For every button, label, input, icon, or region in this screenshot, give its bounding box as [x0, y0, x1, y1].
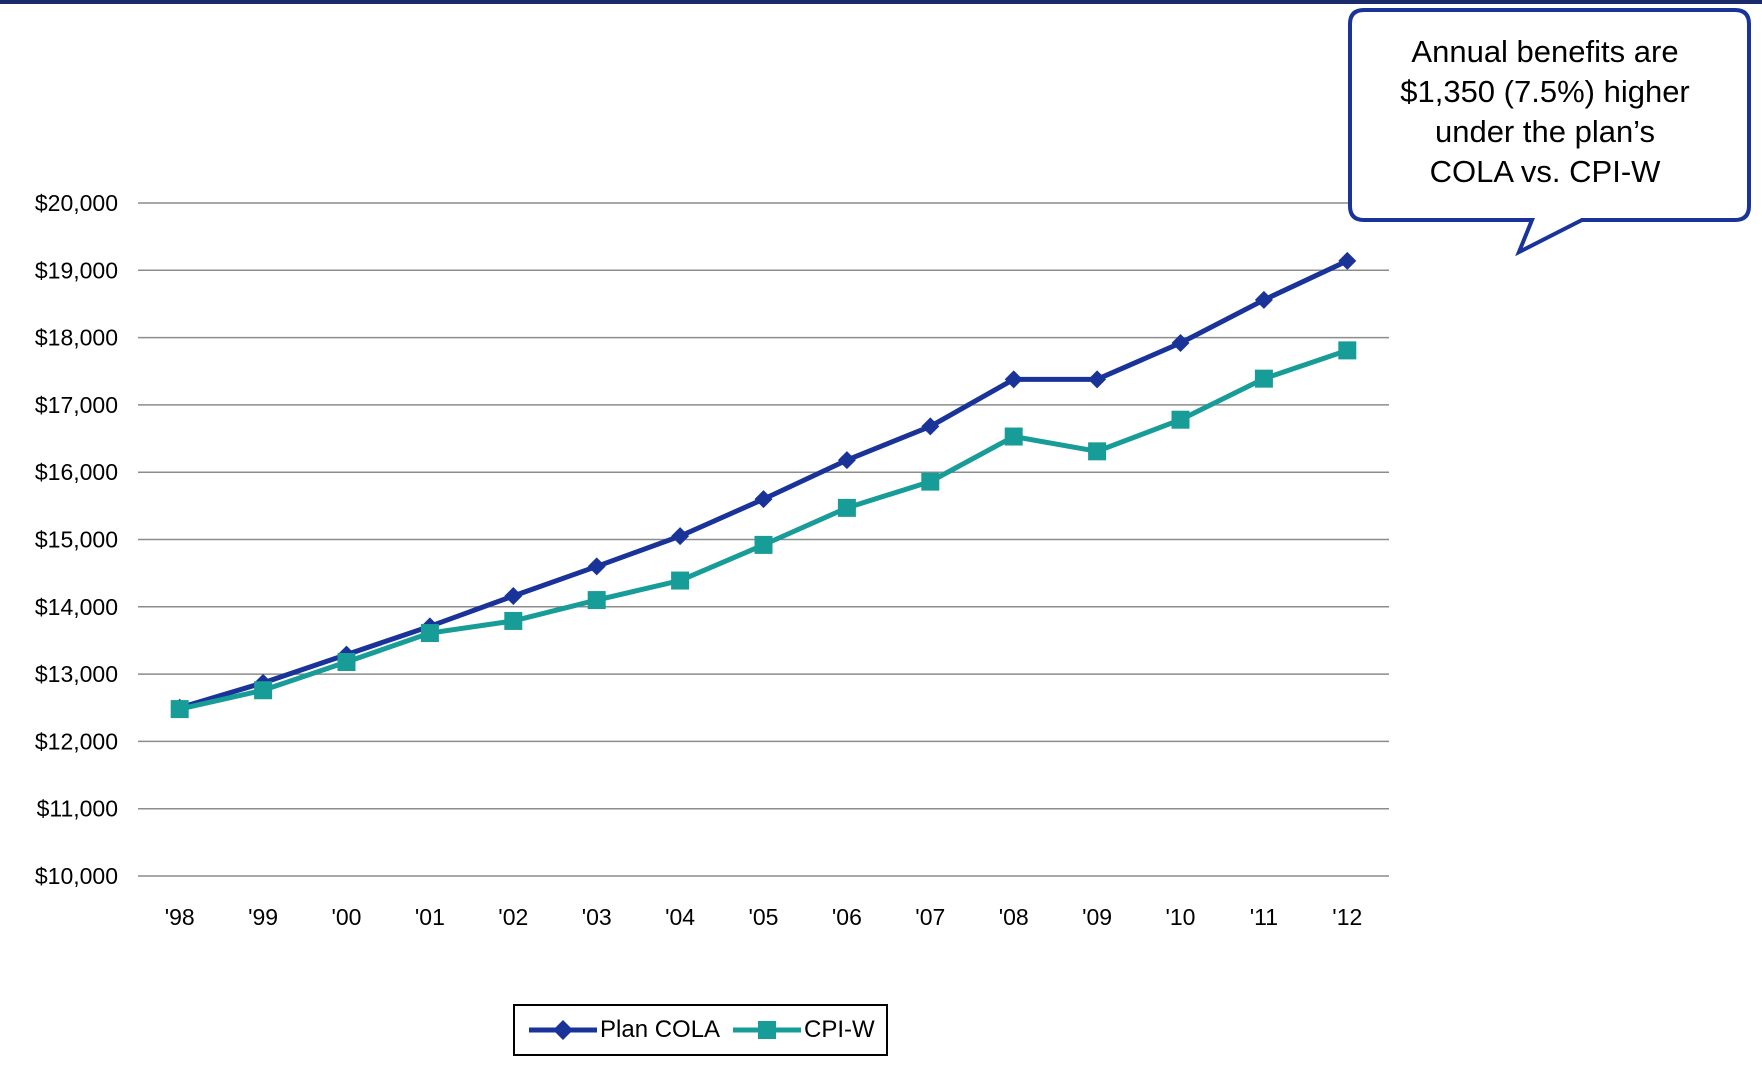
x-tick-label: '98 — [165, 904, 195, 930]
point-plan-cola — [504, 587, 523, 606]
point-cpi-w — [420, 624, 439, 643]
y-tick-label: $14,000 — [35, 594, 118, 620]
point-plan-cola — [754, 490, 773, 509]
y-tick-label: $12,000 — [35, 728, 118, 754]
y-tick-label: $17,000 — [35, 392, 118, 418]
x-tick-label: '07 — [915, 904, 945, 930]
x-tick-label: '99 — [248, 904, 278, 930]
chart-legend: Plan COLA CPI-W — [513, 1004, 888, 1056]
y-axis-ticks: $10,000 $11,000 $12,000 $13,000 $14,000 $15,0… — [35, 190, 118, 889]
x-tick-label: '11 — [1250, 904, 1278, 930]
x-axis-ticks: '98 '99 '00 '01 '02 '03 '04 '05 '06 '07 '08 '09 '10 '… — [165, 904, 1363, 930]
point-cpi-w — [671, 571, 690, 590]
y-tick-label: $20,000 — [35, 190, 118, 216]
point-cpi-w — [1171, 410, 1190, 429]
point-plan-cola — [837, 451, 856, 470]
annotation-line-1: Annual benefits are — [1411, 34, 1679, 69]
y-tick-label: $18,000 — [35, 325, 118, 351]
point-cpi-w — [1254, 369, 1273, 388]
y-tick-label: $19,000 — [35, 257, 118, 283]
point-plan-cola — [1254, 290, 1273, 309]
x-tick-label: '01 — [415, 904, 445, 930]
point-plan-cola — [587, 557, 606, 576]
y-tick-label: $15,000 — [35, 527, 118, 553]
header-rule — [0, 0, 1762, 4]
x-tick-label: '10 — [1166, 904, 1196, 930]
y-tick-label: $11,000 — [37, 796, 118, 822]
x-tick-label: '04 — [665, 904, 695, 930]
annotation-callout — [1348, 8, 1751, 257]
legend-marker-plan-cola — [553, 1020, 573, 1040]
point-cpi-w — [504, 611, 523, 630]
point-cpi-w — [1088, 442, 1107, 461]
x-tick-label: '05 — [749, 904, 779, 930]
point-cpi-w — [254, 681, 273, 700]
point-cpi-w — [837, 498, 856, 517]
annotation-line-4: COLA vs. CPI-W — [1429, 154, 1661, 189]
point-cpi-w — [754, 535, 773, 554]
x-tick-label: '02 — [498, 904, 528, 930]
point-plan-cola — [671, 527, 690, 546]
y-tick-label: $16,000 — [35, 459, 118, 485]
point-plan-cola — [1004, 370, 1023, 389]
x-tick-label: '03 — [582, 904, 612, 930]
series-line-plan-cola — [178, 258, 1349, 711]
point-plan-cola — [921, 417, 940, 436]
legend-label-cpi-w: CPI-W — [804, 1016, 875, 1043]
point-cpi-w — [587, 591, 606, 610]
point-cpi-w — [170, 700, 189, 719]
point-plan-cola — [1171, 333, 1190, 352]
y-tick-label: $10,000 — [35, 863, 118, 889]
x-tick-label: '00 — [332, 904, 362, 930]
x-tick-label: '12 — [1332, 904, 1362, 930]
x-tick-label: '08 — [999, 904, 1029, 930]
annotation-text: Annual benefits are $1,350 (7.5%) higher… — [1345, 32, 1745, 192]
legend-label-plan-cola: Plan COLA — [600, 1016, 721, 1043]
point-plan-cola — [1088, 370, 1107, 389]
annotation-line-3: under the plan’s — [1434, 114, 1656, 149]
point-cpi-w — [921, 472, 940, 491]
x-tick-label: '06 — [832, 904, 862, 930]
gridlines — [138, 202, 1389, 877]
point-cpi-w — [337, 652, 356, 671]
annotation-line-2: $1,350 (7.5%) higher — [1400, 74, 1690, 109]
point-cpi-w — [1004, 427, 1023, 446]
point-cpi-w — [1338, 341, 1357, 360]
legend-marker-cpi-w — [758, 1021, 776, 1039]
series-layer — [170, 251, 1357, 719]
x-tick-label: '09 — [1082, 904, 1112, 930]
y-tick-label: $13,000 — [35, 661, 118, 687]
point-plan-cola — [1338, 251, 1357, 270]
